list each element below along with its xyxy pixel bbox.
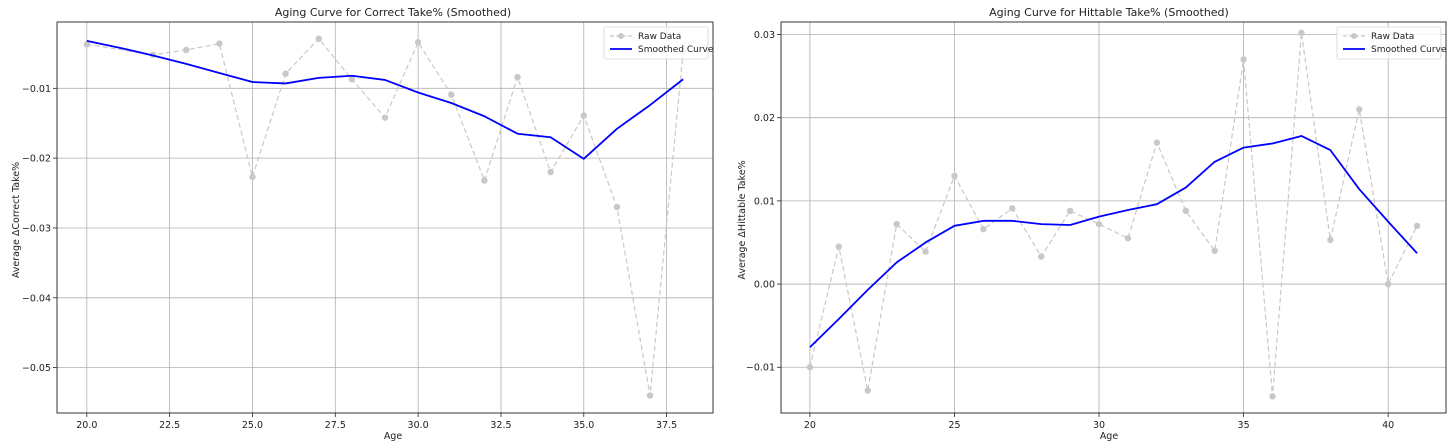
y-tick-label: 0.03: [754, 30, 775, 41]
legend-label: Smoothed Curve: [1371, 45, 1447, 55]
raw-data-point: [1153, 139, 1161, 146]
raw-data-point: [1066, 207, 1074, 215]
y-tick-label: −0.05: [22, 363, 51, 374]
raw-data-point: [646, 392, 654, 399]
y-tick-label: −0.01: [22, 84, 51, 95]
y-tick-label: −0.03: [22, 223, 51, 234]
raw-data-point: [1095, 220, 1103, 228]
x-tick-label: 35.0: [573, 420, 594, 431]
raw-data-point: [1009, 205, 1016, 212]
raw-data-point: [1182, 207, 1189, 215]
raw-data-point: [83, 41, 91, 48]
y-tick-label: 0.00: [754, 280, 775, 291]
raw-data-point: [1327, 236, 1334, 244]
raw-data-point: [414, 39, 422, 46]
chart-title: Aging Curve for Hittable Take% (Smoothed…: [989, 6, 1229, 19]
x-tick-label: 22.5: [159, 420, 180, 431]
y-tick-label: −0.04: [22, 293, 51, 304]
x-tick-label: 20.0: [76, 420, 97, 431]
raw-data-point: [481, 177, 488, 184]
raw-data-point: [922, 248, 929, 255]
x-tick-label: 37.5: [656, 420, 677, 431]
legend-label: Raw Data: [638, 32, 681, 42]
legend-label: Smoothed Curve: [638, 45, 714, 55]
raw-data-point: [448, 91, 455, 98]
legend: Raw Data Smoothed Curve: [603, 26, 714, 60]
raw-data-point: [282, 70, 289, 77]
smoothed-curve-line: [809, 135, 1418, 348]
y-tick-label: 0.01: [754, 196, 775, 207]
raw-data-point: [514, 73, 521, 81]
x-axis-label: Age: [1100, 431, 1119, 442]
raw-data-point: [216, 40, 223, 47]
plot-frame: [780, 21, 1447, 414]
raw-data-point: [864, 387, 871, 394]
raw-data-point: [613, 203, 621, 211]
legend-marker-raw: [1351, 33, 1357, 39]
raw-data-point: [547, 168, 554, 176]
y-tick-label: 0.02: [754, 113, 775, 124]
x-tick-label: 20: [804, 420, 816, 431]
y-axis-label: Average ΔHittable Take%: [737, 160, 748, 279]
x-tick-label: 27.5: [325, 420, 346, 431]
x-tick-label: 30.0: [408, 420, 429, 431]
x-tick-label: 40: [1382, 420, 1394, 431]
y-axis-label: Average ΔCorrect Take%: [11, 162, 22, 278]
raw-data-point: [806, 364, 814, 371]
raw-data-point: [951, 172, 958, 180]
raw-data-line: [86, 37, 684, 396]
smoothed-curve-line: [86, 39, 684, 160]
raw-data-point: [1413, 222, 1421, 230]
chart-panel-hittable-take: Aging Curve for Hittable Take% (Smoothed…: [737, 6, 1447, 442]
raw-data-point: [1269, 393, 1276, 400]
raw-data-line: [809, 32, 1418, 397]
chart-title: Aging Curve for Correct Take% (Smoothed): [275, 6, 511, 19]
legend: Raw Data Smoothed Curve: [1336, 26, 1447, 60]
raw-data-point: [1240, 56, 1247, 63]
raw-data-point: [183, 46, 190, 54]
x-tick-label: 35: [1238, 420, 1250, 431]
raw-data-point: [980, 225, 987, 233]
legend-box: [603, 26, 709, 60]
raw-data-point: [1038, 253, 1045, 260]
raw-data-point: [381, 114, 389, 121]
raw-data-point: [1124, 235, 1132, 242]
x-tick-label: 25.0: [242, 420, 263, 431]
plot-frame: [56, 21, 714, 414]
x-tick-label: 32.5: [490, 420, 511, 431]
raw-data-point: [1298, 29, 1305, 37]
raw-data-point: [835, 243, 843, 250]
x-axis-label: Age: [384, 431, 403, 442]
legend-box: [1336, 26, 1442, 60]
raw-data-point: [893, 220, 900, 228]
chart-panel-correct-take: Aging Curve for Correct Take% (Smoothed)…: [11, 6, 714, 442]
raw-data-point: [249, 173, 256, 181]
raw-data-point: [1384, 280, 1392, 288]
raw-data-point: [348, 76, 356, 83]
raw-data-point: [580, 112, 587, 119]
y-tick-label: −0.01: [746, 363, 775, 374]
x-tick-label: 30: [1093, 420, 1105, 431]
raw-data-point: [1211, 247, 1218, 254]
legend-marker-raw: [618, 33, 624, 39]
x-tick-label: 25: [948, 420, 960, 431]
raw-data-point: [1356, 106, 1363, 113]
y-tick-label: −0.02: [22, 154, 51, 165]
legend-label: Raw Data: [1371, 32, 1414, 42]
raw-data-point: [315, 35, 322, 42]
